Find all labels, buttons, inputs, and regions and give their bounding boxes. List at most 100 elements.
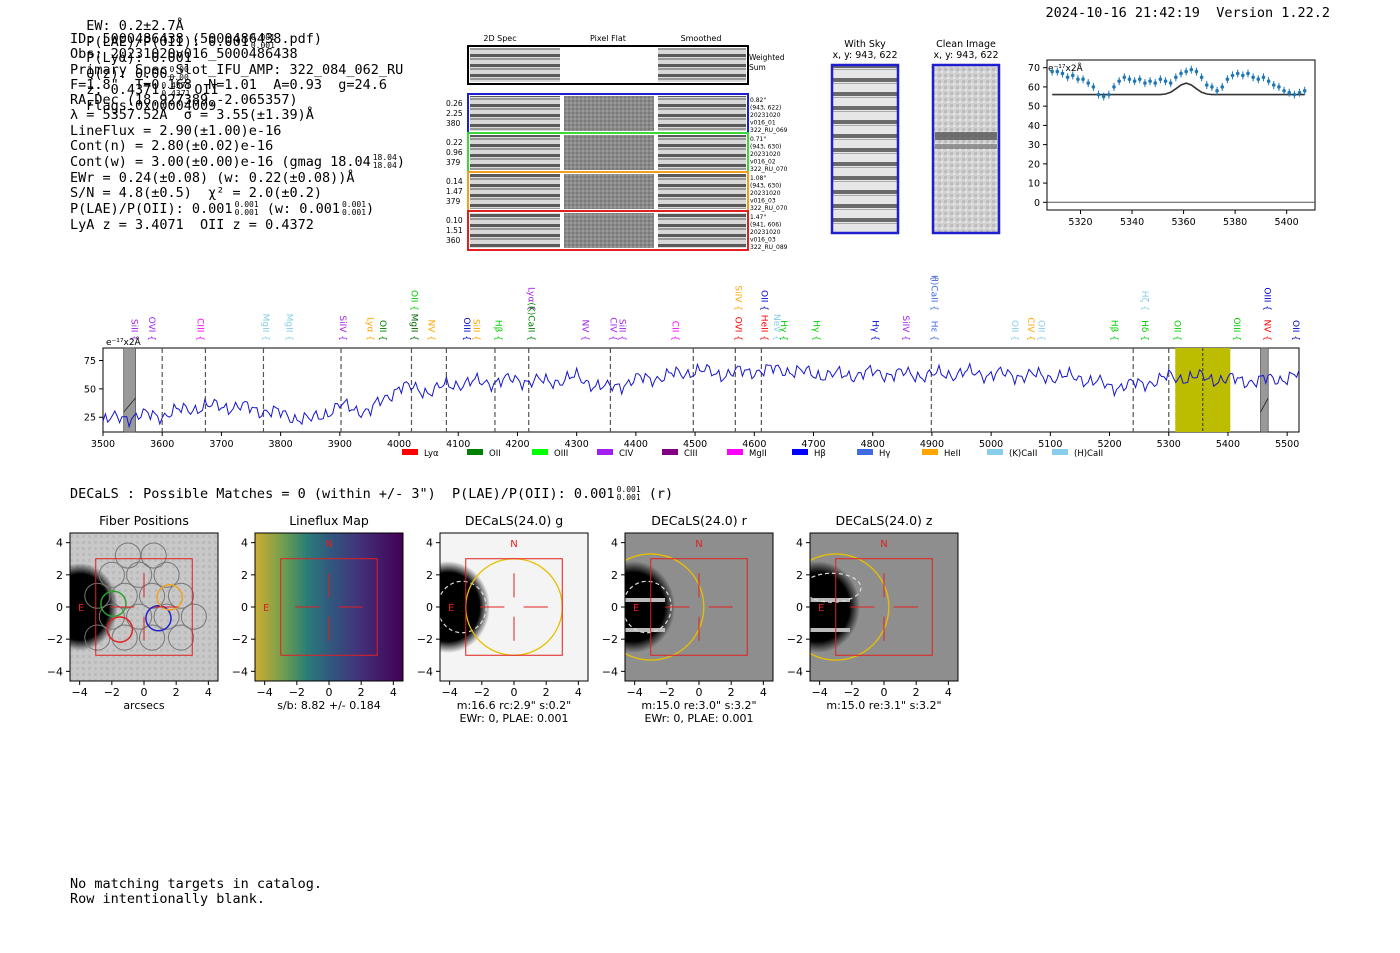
reference-box (650, 558, 748, 656)
zoom-data-point (1225, 77, 1230, 82)
legend-label: Hγ (879, 449, 890, 459)
imaging-panel: Lineflux Map N E −4 −2 0 2 4 4 2 0 −2 −4 s/b: 8.82 +/… (232, 513, 404, 712)
info-lambda: λ = 5357.52Å σ = 3.55(±1.39)Å (70, 107, 314, 124)
info-contn: Cont(n) = 2.80(±0.02)e-16 (70, 138, 274, 155)
east-label: E (448, 603, 454, 614)
spectral-line-label: OIII { (1262, 287, 1272, 311)
spectrum-xtick-label: 4700 (801, 439, 825, 450)
fiber-circle (98, 603, 125, 630)
spectrum-line (102, 362, 1300, 429)
spectrum-xtick-label: 4900 (920, 439, 944, 450)
with-sky-image (830, 63, 900, 235)
legend-label: (H)CaII (1074, 449, 1103, 459)
spectrum-xtick-label: 5300 (1157, 439, 1181, 450)
panel-xtick-label: 4 (205, 686, 212, 699)
legend-swatch (857, 449, 873, 455)
panel-caption: m:15.0 re:3.1" s:3.2" (826, 699, 941, 712)
panel-ytick-label: 0 (796, 601, 803, 614)
clean-image-xy: x, y: 943, 622 (933, 50, 998, 61)
spectral-line-label: SiII { (616, 319, 626, 341)
east-label: E (633, 603, 639, 614)
footer-line-2: Row intentionally blank. (70, 891, 266, 908)
fiber-circle (114, 542, 141, 569)
info-fwhm: F=1.8" T=0.168 N=1.01 A=0.93 g=24.6 (70, 76, 387, 93)
panel-xtick-label: 0 (326, 686, 333, 699)
panel-ytick-label: 0 (56, 601, 63, 614)
panel-ytick-label: 4 (241, 537, 248, 550)
legend-swatch (1052, 449, 1068, 455)
east-label: E (818, 603, 824, 614)
spectrum-xtick-label: 4600 (742, 439, 766, 450)
north-label: N (880, 539, 887, 550)
zoom-data-point (1107, 92, 1111, 97)
spectrum-xtick-label: 3700 (209, 439, 233, 450)
catalog-ellipse (810, 572, 862, 603)
zoom-xtick-label: 5320 (1068, 217, 1092, 228)
panel-ytick-label: −2 (787, 633, 803, 646)
panel-xtick-label: 2 (543, 686, 550, 699)
panel-xtick-label: 4 (760, 686, 767, 699)
panel-ytick-label: 4 (611, 537, 618, 550)
zoom-data-point (1168, 81, 1173, 85)
fiber-circle (167, 624, 195, 651)
cutout-right-meta: 0.82" (750, 97, 766, 104)
panel-caption: EWr: 0, PLAE: 0.001 (644, 712, 753, 725)
spectral-line-label: SiIV { (900, 315, 910, 341)
with-sky-title: With Sky (844, 39, 886, 50)
spectral-line-label: CII { (670, 321, 680, 341)
zoom-data-point (1158, 77, 1163, 82)
spectral-line-label: NV { (580, 320, 590, 341)
spectral-line-label: OII { (408, 290, 418, 311)
panel-title: DECaLS(24.0) r (651, 513, 747, 528)
panel-ytick-label: −2 (47, 633, 63, 646)
cutout-left-stat: 380 (446, 119, 461, 128)
panel-image (625, 533, 773, 681)
spectral-line-label: CIII { (195, 318, 205, 341)
spectrum-plot-frame (102, 347, 1300, 433)
north-label: N (510, 539, 517, 550)
east-label: E (78, 603, 84, 614)
spectrum-xtick-label: 5000 (979, 439, 1003, 450)
panel-xtick-label: 4 (575, 686, 582, 699)
reference-box (465, 558, 563, 656)
spectral-line-label: OVI { (732, 317, 742, 341)
spectral-line-label: SiII { (128, 319, 138, 341)
panel-xtick-label: −2 (474, 686, 490, 699)
spectrum-xtick-label: 4300 (565, 439, 589, 450)
panel-ytick-label: 2 (796, 569, 803, 582)
cutout-left-stat: 0.14 (446, 177, 463, 186)
zoom-data-point (1302, 88, 1307, 93)
zoom-data-point (1096, 92, 1101, 97)
panel-ytick-label: −2 (417, 633, 433, 646)
legend-item: Lyα (402, 449, 439, 459)
legend-label: Lyα (424, 449, 439, 459)
fiber-circle (126, 561, 153, 588)
aperture-circle (810, 553, 890, 661)
info-id: ID: 5000486438 (5000486438.pdf) (70, 31, 322, 47)
cutout-right-meta: 322_RU_089 (750, 244, 788, 251)
zoom-data-point (1277, 85, 1281, 89)
spectrum-xtick-label: 3900 (328, 439, 352, 450)
legend-swatch (662, 449, 678, 455)
fiber-circle (145, 604, 172, 632)
panel-ytick-label: 0 (426, 601, 433, 614)
zoom-model-line (1052, 82, 1305, 96)
cutout-left-stat: 379 (446, 197, 461, 206)
panel-xtick-label: 2 (728, 686, 735, 699)
cutout-left-stat: 379 (446, 158, 461, 167)
spectrum-xtick-label: 4400 (624, 439, 648, 450)
zoom-data-point (1174, 75, 1178, 80)
north-label: N (695, 539, 702, 550)
header-qz: Q(z): 0.00 0.00 0.00 (86, 65, 189, 83)
spectrum-xtick-label: 3500 (91, 439, 115, 450)
fiber-circle (98, 561, 125, 588)
fiber-circle (156, 584, 184, 611)
info-ewr: EWr = 0.24(±0.08) (w: 0.22(±0.08))Å (70, 169, 355, 186)
header-flags: Flags:0x00004009 (86, 98, 217, 114)
masked-band (1260, 347, 1269, 433)
panel-image (255, 533, 403, 681)
spectral-line-label: MgII { (928, 275, 938, 281)
legend-item: MgII (727, 449, 767, 459)
